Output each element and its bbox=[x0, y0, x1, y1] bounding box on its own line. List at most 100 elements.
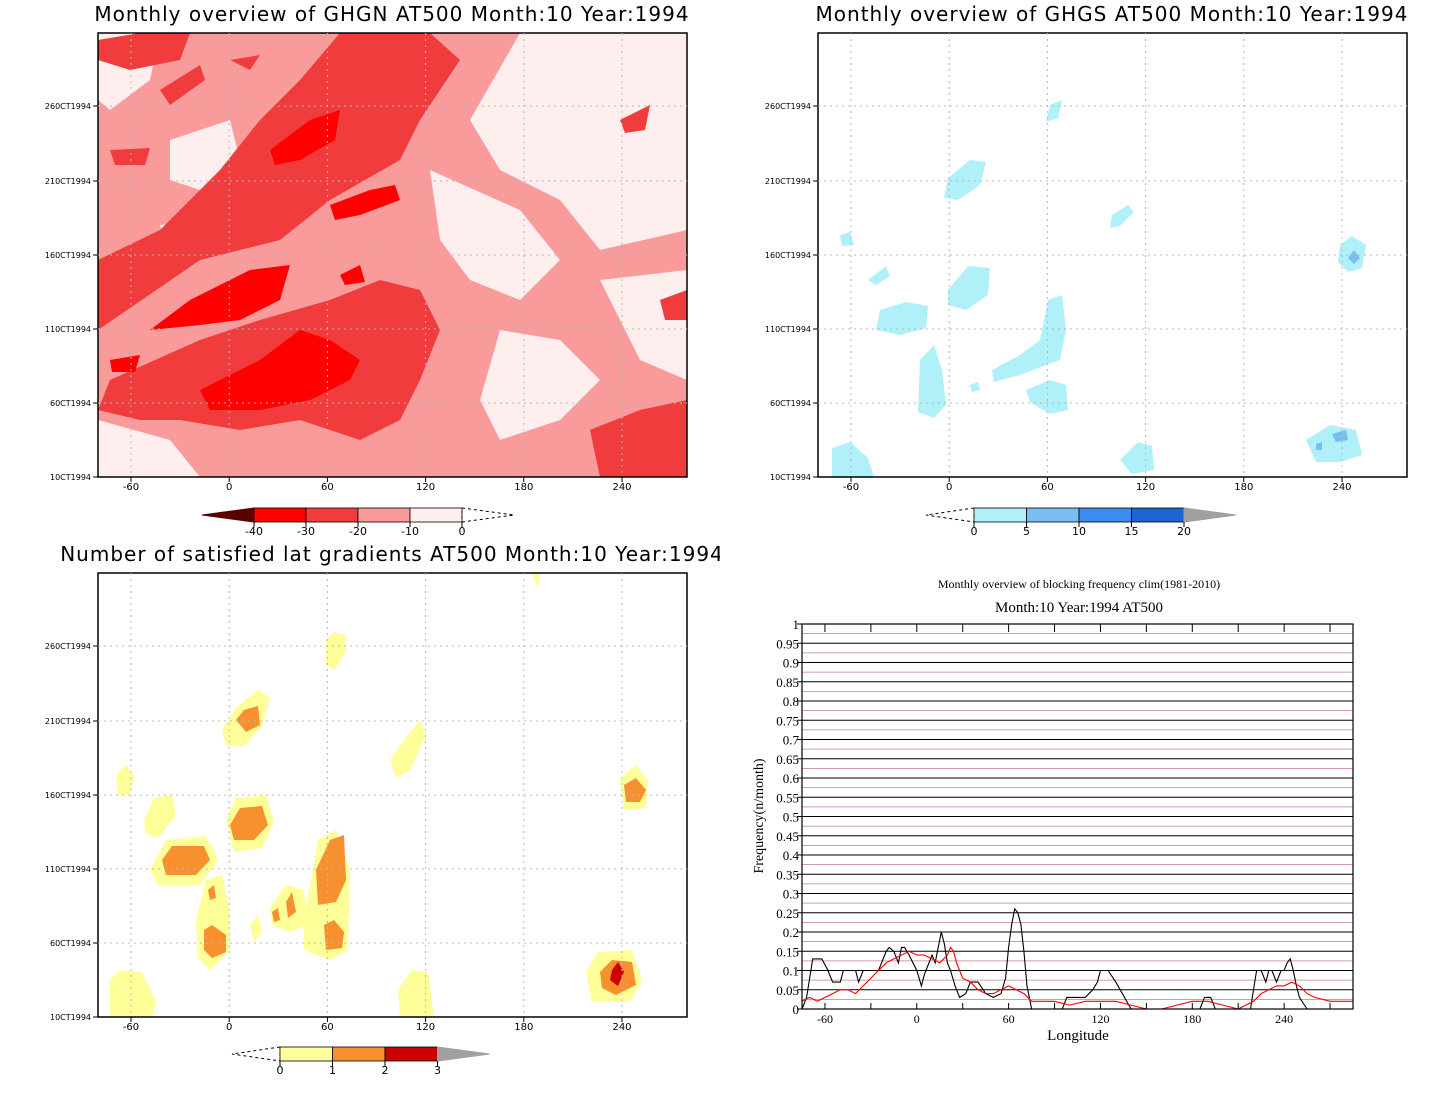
latgrad-title: Number of satisfied lat gradients AT500 … bbox=[60, 542, 720, 566]
chart-ytick-label: 0.65 bbox=[776, 752, 799, 767]
ghgn-colorbar-label: -30 bbox=[297, 525, 315, 538]
ghgs-colorbar-label: 10 bbox=[1072, 525, 1086, 538]
latgrad-x-axis: -60 0 60 120 180 240 bbox=[123, 1017, 632, 1033]
ghgn-ytick-label: 210CT1994 bbox=[45, 177, 91, 186]
chart-ytick-label: 0.05 bbox=[776, 983, 799, 998]
ghgs-colorbar-box bbox=[973, 507, 1027, 523]
chart-ytick-label: 0.15 bbox=[776, 944, 799, 959]
latgrad-xtick-label: 120 bbox=[416, 1022, 435, 1033]
ghgs-title: Monthly overview of GHGS AT500 Month:10 … bbox=[816, 2, 1409, 26]
latgrad-colorbar-label: 1 bbox=[329, 1064, 336, 1077]
latgrad-colorbar-label: 3 bbox=[434, 1064, 441, 1077]
chart-xtick-label: -60 bbox=[817, 1012, 833, 1026]
chart-series bbox=[801, 907, 1353, 1010]
ghgn-colorbar-label: 0 bbox=[459, 525, 466, 538]
latgrad-ytick-label: 110CT1994 bbox=[45, 865, 91, 874]
latgrad-ytick-label: 60CT1994 bbox=[50, 939, 91, 948]
chart-ytick-label: 0.35 bbox=[776, 867, 799, 882]
latgrad-colorbar-box bbox=[384, 1046, 438, 1062]
ghgn-colorbar-label: -40 bbox=[245, 525, 263, 538]
ghgs-colorbar: 0 5 10 15 20 bbox=[925, 507, 1237, 538]
ghgs-colorbar-label: 20 bbox=[1177, 525, 1191, 538]
chart-ylabel: Frequency(n/month) bbox=[752, 758, 767, 873]
chart-ytick-label: 0.3 bbox=[783, 887, 799, 902]
ghgs-xtick-label: 120 bbox=[1136, 482, 1155, 493]
chart-xtick-label: 0 bbox=[914, 1012, 920, 1026]
chart-x-axis: -60 0 60 120 180 240 bbox=[817, 624, 1331, 1026]
ghgn-title: Monthly overview of GHGN AT500 Month:10 … bbox=[94, 2, 689, 26]
blocking-frequency-panel: Monthly overview of blocking frequency c… bbox=[720, 560, 1440, 1091]
latgrad-panel: Number of satisfied lat gradients AT500 … bbox=[0, 540, 723, 1091]
ghgn-contours bbox=[98, 33, 687, 477]
ghgn-colorbar-label: -10 bbox=[401, 525, 419, 538]
chart-title: Monthly overview of blocking frequency c… bbox=[938, 577, 1220, 591]
ghgn-xtick-label: 120 bbox=[416, 482, 435, 493]
chart-ytick-label: 0.8 bbox=[783, 694, 799, 709]
latgrad-ytick-label: 260CT1994 bbox=[45, 642, 91, 651]
chart-xtick-label: 60 bbox=[1003, 1012, 1015, 1026]
ghgn-colorbar-box bbox=[409, 507, 463, 523]
ghgs-colorbar-label: 5 bbox=[1023, 525, 1030, 538]
ghgs-ytick-label: 10CT1994 bbox=[770, 473, 811, 482]
ghgs-x-axis: -60 0 60 120 180 240 bbox=[843, 477, 1352, 493]
latgrad-colorbar-box bbox=[279, 1046, 333, 1062]
ghgs-ytick-label: 60CT1994 bbox=[770, 399, 811, 408]
ghgs-y-axis: 10CT1994 60CT1994 110CT1994 160CT1994 210CT1… bbox=[765, 102, 818, 482]
ghgn-colorbar-left-arrow bbox=[201, 507, 255, 523]
ghgn-ytick-label: 10CT1994 bbox=[50, 473, 91, 482]
ghgs-contours bbox=[818, 33, 1407, 477]
latgrad-map: Number of satisfied lat gradients AT500 … bbox=[45, 542, 723, 1077]
chart-ytick-label: 0.1 bbox=[783, 964, 799, 979]
ghgs-ytick-label: 210CT1994 bbox=[765, 177, 811, 186]
ghgn-colorbar-box bbox=[253, 507, 307, 523]
chart-grid bbox=[802, 633, 1353, 1000]
latgrad-colorbar-right-arrow bbox=[437, 1046, 490, 1062]
chart-subtitle: Month:10 Year:1994 AT500 bbox=[995, 600, 1163, 616]
ghgn-y-axis: 10CT1994 60CT1994 110CT1994 160CT1994 210CT1… bbox=[45, 102, 98, 482]
chart-xtick-label: 240 bbox=[1275, 1012, 1293, 1026]
latgrad-xtick-label: -60 bbox=[123, 1022, 139, 1033]
latgrad-ytick-label: 10CT1994 bbox=[50, 1013, 91, 1022]
chart-frame bbox=[801, 623, 1354, 1010]
ghgn-x-axis: -60 0 60 120 180 240 bbox=[123, 477, 632, 493]
ghgn-colorbar-box bbox=[357, 507, 411, 523]
latgrad-xtick-label: 60 bbox=[321, 1022, 334, 1033]
ghgs-xtick-label: 0 bbox=[946, 482, 952, 493]
chart-ytick-label: 0.75 bbox=[776, 713, 799, 728]
ghgs-colorbar-label: 0 bbox=[971, 525, 978, 538]
ghgn-colorbar-box bbox=[305, 507, 359, 523]
ghgs-ytick-label: 110CT1994 bbox=[765, 325, 811, 334]
ghgn-ytick-label: 160CT1994 bbox=[45, 251, 91, 260]
latgrad-colorbar-left-arrow bbox=[231, 1046, 281, 1062]
ghgn-map: Monthly overview of GHGN AT500 Month:10 … bbox=[45, 2, 689, 538]
ghgs-colorbar-left-arrow bbox=[925, 507, 975, 523]
ghgs-ytick-label: 260CT1994 bbox=[765, 102, 811, 111]
ghgn-xtick-label: 240 bbox=[612, 482, 631, 493]
latgrad-xtick-label: 240 bbox=[612, 1022, 631, 1033]
ghgn-ytick-label: 60CT1994 bbox=[50, 399, 91, 408]
latgrad-colorbar: 0 1 2 3 bbox=[231, 1046, 490, 1077]
chart-xlabel: Longitude bbox=[1047, 1028, 1109, 1044]
ghgs-colorbar-label: 15 bbox=[1125, 525, 1139, 538]
latgrad-xtick-label: 0 bbox=[226, 1022, 232, 1033]
ghgn-ytick-label: 260CT1994 bbox=[45, 102, 91, 111]
chart-xtick-label: 120 bbox=[1091, 1012, 1109, 1026]
chart-ytick-label: 0.85 bbox=[776, 675, 799, 690]
chart-ytick-label: 0.4 bbox=[783, 848, 800, 863]
chart-ytick-label: 0.9 bbox=[783, 656, 799, 671]
latgrad-y-axis: 10CT1994 60CT1994 110CT1994 160CT1994 210CT1… bbox=[45, 642, 98, 1022]
ghgs-xtick-label: -60 bbox=[843, 482, 859, 493]
ghgn-xtick-label: -60 bbox=[123, 482, 139, 493]
chart-ytick-label: 0.2 bbox=[783, 925, 799, 940]
ghgn-ytick-label: 110CT1994 bbox=[45, 325, 91, 334]
chart-y-axis: 0 0.05 0.1 0.15 0.2 0.25 0.3 0.35 0.4 0.45 0.5 0.55… bbox=[776, 617, 802, 1017]
latgrad-ytick-label: 210CT1994 bbox=[45, 717, 91, 726]
chart-ytick-label: 1 bbox=[793, 617, 800, 632]
ghgn-xtick-label: 0 bbox=[226, 482, 232, 493]
ghgs-map: Monthly overview of GHGS AT500 Month:10 … bbox=[765, 2, 1409, 538]
ghgs-xtick-label: 180 bbox=[1234, 482, 1253, 493]
ghgs-panel: Monthly overview of GHGS AT500 Month:10 … bbox=[720, 0, 1440, 545]
ghgs-grid bbox=[818, 33, 1407, 477]
ghgs-colorbar-box bbox=[1026, 507, 1080, 523]
chart-ytick-label: 0.6 bbox=[783, 771, 800, 786]
